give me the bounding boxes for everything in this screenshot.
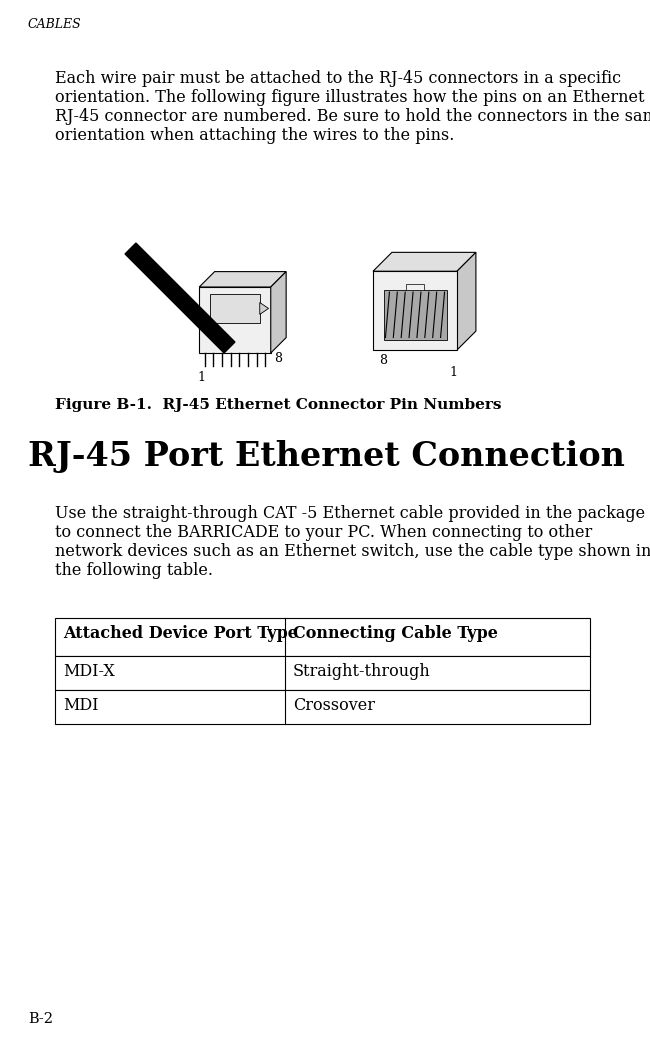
- Polygon shape: [210, 293, 260, 323]
- Text: 8: 8: [380, 354, 387, 367]
- Text: 8: 8: [274, 352, 281, 366]
- Polygon shape: [373, 253, 476, 271]
- Text: Use the straight-through CAT -5 Ethernet cable provided in the package: Use the straight-through CAT -5 Ethernet…: [55, 505, 645, 522]
- Text: the following table.: the following table.: [55, 562, 213, 578]
- Text: RJ-45 connector are numbered. Be sure to hold the connectors in the same: RJ-45 connector are numbered. Be sure to…: [55, 108, 650, 125]
- Text: RJ-45 Port Ethernet Connection: RJ-45 Port Ethernet Connection: [28, 440, 625, 473]
- Bar: [55, 690, 590, 724]
- Bar: [55, 618, 590, 656]
- Text: orientation. The following figure illustrates how the pins on an Ethernet: orientation. The following figure illust…: [55, 89, 645, 106]
- Text: network devices such as an Ethernet switch, use the cable type shown in: network devices such as an Ethernet swit…: [55, 543, 650, 560]
- Polygon shape: [457, 253, 476, 350]
- Text: Crossover: Crossover: [293, 697, 375, 714]
- Polygon shape: [384, 290, 447, 340]
- Text: orientation when attaching the wires to the pins.: orientation when attaching the wires to …: [55, 127, 454, 144]
- Polygon shape: [406, 284, 424, 290]
- Bar: [55, 656, 590, 690]
- Polygon shape: [200, 287, 271, 353]
- Text: MDI: MDI: [63, 697, 99, 714]
- Text: Each wire pair must be attached to the RJ-45 connectors in a specific: Each wire pair must be attached to the R…: [55, 70, 621, 87]
- Polygon shape: [373, 271, 457, 350]
- Text: Attached Device Port Type: Attached Device Port Type: [63, 625, 298, 642]
- Polygon shape: [200, 271, 286, 287]
- Text: Connecting Cable Type: Connecting Cable Type: [293, 625, 498, 642]
- Polygon shape: [271, 271, 286, 353]
- Text: 1: 1: [449, 366, 457, 379]
- Polygon shape: [260, 303, 268, 314]
- Text: MDI-X: MDI-X: [63, 663, 115, 680]
- Text: Figure B-1.  RJ-45 Ethernet Connector Pin Numbers: Figure B-1. RJ-45 Ethernet Connector Pin…: [55, 398, 502, 412]
- Text: to connect the BARRICADE to your PC. When connecting to other: to connect the BARRICADE to your PC. Whe…: [55, 524, 592, 541]
- Text: CABLES: CABLES: [28, 18, 82, 31]
- Text: B-2: B-2: [28, 1012, 53, 1026]
- Polygon shape: [125, 243, 235, 353]
- Text: Straight-through: Straight-through: [293, 663, 431, 680]
- Text: 1: 1: [197, 371, 205, 384]
